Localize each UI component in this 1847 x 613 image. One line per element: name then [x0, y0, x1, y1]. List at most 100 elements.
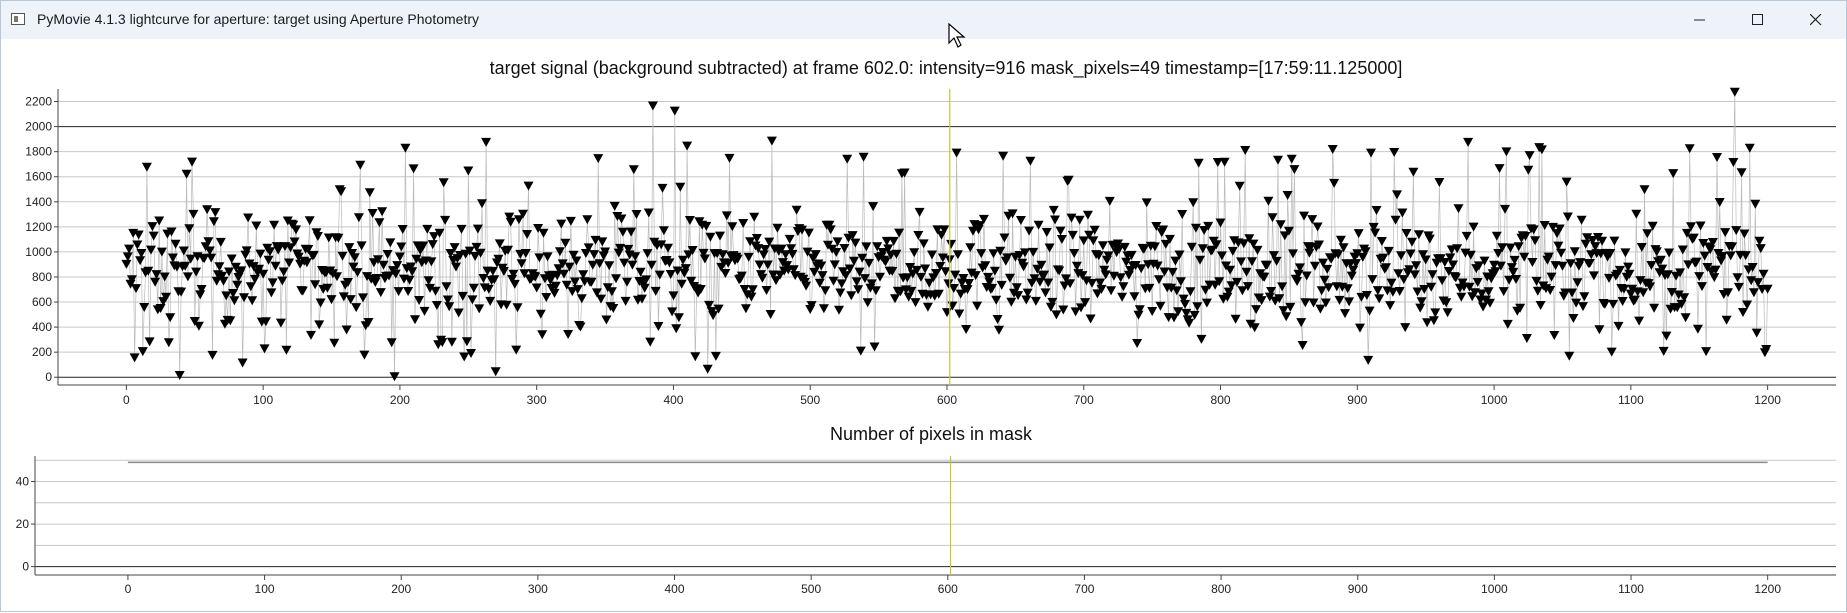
data-point: [1326, 254, 1337, 264]
data-point: [1368, 222, 1379, 232]
data-point: [772, 223, 783, 233]
data-point: [1167, 267, 1178, 277]
data-point: [332, 272, 342, 282]
title-bar[interactable]: PyMovie 4.1.3 lightcurve for aperture: t…: [1, 1, 1846, 39]
data-point: [991, 295, 1002, 305]
data-point: [946, 239, 957, 249]
close-icon: [1810, 14, 1822, 26]
data-point: [422, 224, 433, 234]
data-point: [1728, 158, 1739, 167]
close-button[interactable]: [1787, 1, 1845, 39]
data-point: [1415, 303, 1426, 313]
data-point: [699, 254, 710, 264]
data-point: [423, 276, 434, 286]
data-point: [382, 250, 393, 259]
data-point: [914, 207, 925, 217]
data-point: [1386, 278, 1397, 288]
data-point: [899, 168, 910, 178]
data-point: [1720, 228, 1731, 238]
x-tick-label: 0: [125, 582, 132, 596]
data-point: [1267, 213, 1278, 223]
data-point: [1627, 284, 1638, 294]
data-point: [431, 301, 442, 310]
data-point: [1733, 282, 1744, 292]
data-point: [788, 265, 799, 275]
data-point: [310, 280, 321, 290]
data-point: [1450, 273, 1461, 283]
data-point: [329, 338, 340, 348]
data-point: [414, 296, 425, 305]
data-point: [345, 295, 356, 305]
data-point: [910, 298, 921, 308]
data-point: [451, 262, 461, 272]
data-point: [1498, 287, 1509, 297]
data-point: [1277, 282, 1288, 292]
data-point: [1236, 257, 1247, 267]
data-point: [1422, 318, 1433, 328]
signal-plot[interactable]: 0200400600800100012001400160018002000220…: [25, 87, 1836, 407]
data-point: [1346, 271, 1357, 281]
data-point: [1223, 287, 1234, 297]
data-point: [1707, 238, 1718, 247]
data-point: [754, 260, 765, 270]
data-point: [375, 288, 386, 298]
data-point: [188, 209, 199, 219]
data-point: [1405, 249, 1416, 259]
data-point: [952, 250, 963, 260]
data-point: [1692, 324, 1703, 334]
data-point: [560, 238, 571, 248]
data-point: [1104, 196, 1115, 206]
data-point: [1177, 210, 1188, 219]
data-point: [1755, 244, 1766, 254]
data-point: [453, 308, 464, 318]
data-point: [217, 271, 228, 281]
x-tick-label: 400: [663, 393, 683, 407]
data-point: [396, 242, 407, 252]
data-point: [658, 226, 669, 236]
data-point: [165, 313, 176, 323]
data-point: [1606, 347, 1617, 357]
data-point: [932, 225, 943, 235]
data-point: [167, 253, 178, 263]
data-point: [363, 318, 374, 327]
minimize-button[interactable]: [1671, 1, 1729, 39]
data-point: [846, 291, 857, 301]
x-tick-label: 900: [1348, 582, 1368, 596]
data-point: [1744, 143, 1755, 153]
data-point: [835, 288, 846, 298]
data-point: [1569, 247, 1580, 257]
data-point: [377, 207, 388, 217]
data-point: [285, 243, 296, 253]
data-point: [394, 252, 405, 262]
data-point: [1227, 246, 1238, 256]
data-point: [1401, 229, 1412, 238]
data-point: [1731, 226, 1742, 236]
data-point: [1732, 273, 1743, 283]
data-point: [1160, 239, 1171, 249]
data-point: [1152, 261, 1163, 271]
data-point: [909, 248, 920, 258]
data-point: [1134, 305, 1145, 315]
data-point: [881, 236, 892, 246]
data-point: [218, 276, 229, 286]
data-point: [1550, 261, 1561, 271]
y-tick-label: 600: [32, 295, 52, 309]
data-point: [1393, 269, 1404, 279]
y-tick-label: 2000: [25, 120, 52, 134]
data-point: [419, 306, 430, 316]
data-point: [1147, 307, 1158, 316]
data-point: [933, 289, 944, 299]
data-point: [260, 317, 271, 327]
data-point: [538, 228, 549, 238]
maximize-button[interactable]: [1729, 1, 1787, 39]
data-point: [1461, 231, 1472, 241]
mouse-pointer-icon: [948, 23, 966, 48]
data-point: [1350, 259, 1361, 269]
data-point: [683, 250, 694, 260]
data-point: [1661, 331, 1672, 341]
data-point: [1015, 216, 1026, 225]
data-point: [1515, 303, 1526, 313]
data-point: [1588, 271, 1599, 281]
